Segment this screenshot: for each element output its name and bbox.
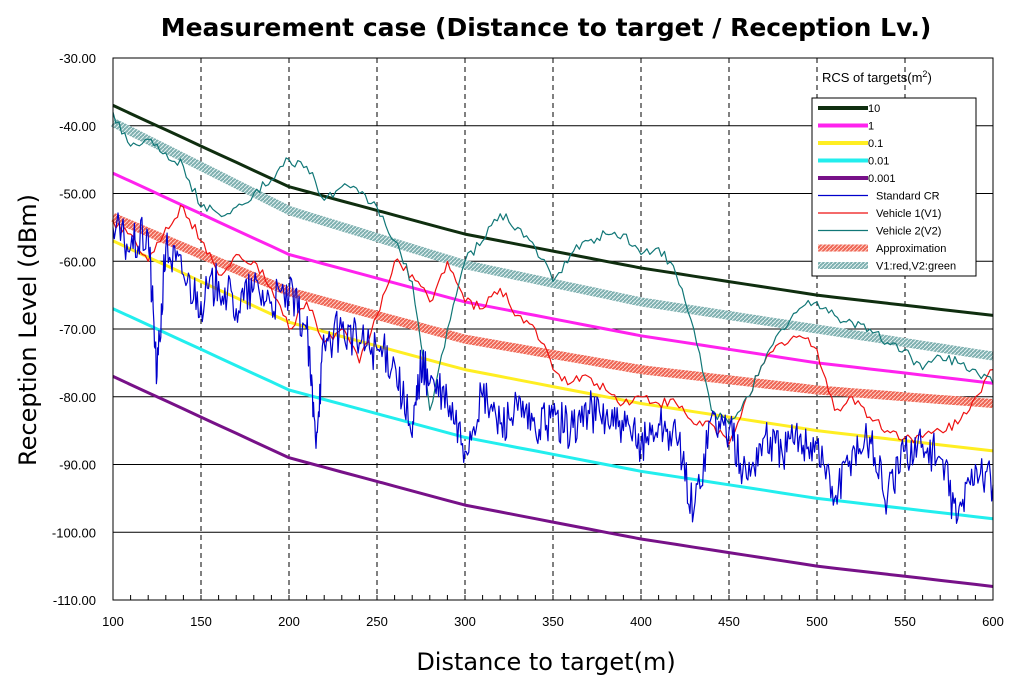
y-axis-title: Reception Level (dBm) (14, 194, 42, 466)
legend-entry-0-01-label: 0.01 (868, 156, 889, 168)
y-tick-label: -40.00 (59, 119, 96, 134)
x-tick-label: 400 (630, 614, 652, 629)
series-vehicle-1-v1-line (112, 204, 994, 445)
x-tick-label: 450 (718, 614, 740, 629)
series-standard-cr-line (112, 212, 994, 525)
series-10-line (112, 104, 994, 317)
series-v1-red-v2-green-line (110, 118, 994, 361)
y-tick-label: -80.00 (59, 390, 96, 405)
legend-entry-0-01: 0.01 (818, 156, 889, 168)
series-1 (112, 171, 994, 385)
legend-entry-0-1-label: 0.1 (868, 138, 883, 150)
x-tick-label: 250 (366, 614, 388, 629)
y-tick-label: -50.00 (59, 187, 96, 202)
legend-entry-standard-cr: Standard CR (818, 191, 940, 203)
series-0-001 (112, 375, 994, 588)
legend-entry-v1-red-v2-green-label: V1:red,V2:green (876, 261, 956, 273)
chart-title: Measurement case (Distance to target / R… (161, 13, 932, 42)
legend-entry-vehicle-1-v1-label: Vehicle 1(V1) (876, 208, 941, 220)
legend-entry-0-001-label: 0.001 (868, 173, 896, 185)
x-axis-title: Distance to target(m) (416, 648, 675, 676)
legend-entry-standard-cr-label: Standard CR (876, 191, 940, 203)
series-approximation (111, 213, 994, 408)
legend-entry-vehicle-2-v2: Vehicle 2(V2) (818, 226, 941, 238)
y-tick-label: -70.00 (59, 322, 96, 337)
x-tick-label: 600 (982, 614, 1004, 629)
x-tick-label: 300 (454, 614, 476, 629)
series-standard-cr (112, 212, 994, 525)
axes (112, 57, 994, 601)
legend-entry-10: 10 (818, 103, 880, 115)
x-tick-label: 100 (102, 614, 124, 629)
legend-entry-10-label: 10 (868, 103, 880, 115)
legend-entry-v1-red-v2-green-swatch (818, 262, 868, 269)
legend-title-end: ) (927, 70, 931, 85)
x-tick-label: 200 (278, 614, 300, 629)
series-v1-red-v2-green (110, 118, 994, 361)
y-tick-label: -100.00 (52, 525, 96, 540)
legend-entry-1-label: 1 (868, 121, 874, 133)
series-0-1-line (112, 239, 994, 453)
series-vehicle-2-v2-line (112, 112, 994, 425)
y-tick-label: -60.00 (59, 254, 96, 269)
y-tick-label: -90.00 (59, 458, 96, 473)
series-10 (112, 104, 994, 317)
y-tick-label: -110.00 (53, 593, 96, 608)
series-0-01-line (112, 307, 994, 521)
legend-title: RCS of targets(m2) (822, 69, 932, 85)
y-tick-labels: -30.00 -40.00 -50.00 -60.00 -70.00 -80.00 -90.… (52, 51, 96, 608)
series-vehicle-1-v1 (112, 204, 994, 445)
legend-entry-v1-red-v2-green: V1:red,V2:green (818, 261, 956, 273)
x-tick-label: 500 (806, 614, 828, 629)
legend-entry-approximation-label: Approximation (876, 243, 946, 255)
legend-items: 10 1 0.1 0.01 0.001 Standard CR Vehicle 1(V1) V… (818, 103, 956, 273)
series-0-001-line (112, 375, 994, 588)
legend-entry-0-001: 0.001 (818, 173, 896, 185)
legend-title-superscript: 2 (922, 69, 927, 79)
legend-entry-approximation-swatch (818, 244, 868, 252)
series-layer (110, 104, 994, 588)
legend-entry-vehicle-1-v1: Vehicle 1(V1) (818, 208, 941, 220)
legend-entry-1: 1 (818, 121, 874, 133)
series-approximation-line (111, 213, 994, 408)
series-0-1 (112, 239, 994, 453)
x-tick-label: 550 (894, 614, 916, 629)
x-tick-label: 350 (542, 614, 564, 629)
legend-entry-0-1: 0.1 (818, 138, 883, 150)
legend: RCS of targets(m2) 10 1 0.1 0.01 0.001 Standa… (811, 69, 977, 277)
series-0-01 (112, 307, 994, 521)
y-tick-label: -30.00 (59, 51, 96, 66)
x-tick-labels: 100 150 200 250 300 350 400 450 500 550 600 (102, 614, 1004, 629)
x-tick-label: 150 (190, 614, 212, 629)
series-vehicle-2-v2 (112, 112, 994, 425)
series-1-line (112, 171, 994, 385)
legend-entry-vehicle-2-v2-label: Vehicle 2(V2) (876, 226, 941, 238)
legend-entry-approximation: Approximation (818, 243, 946, 255)
